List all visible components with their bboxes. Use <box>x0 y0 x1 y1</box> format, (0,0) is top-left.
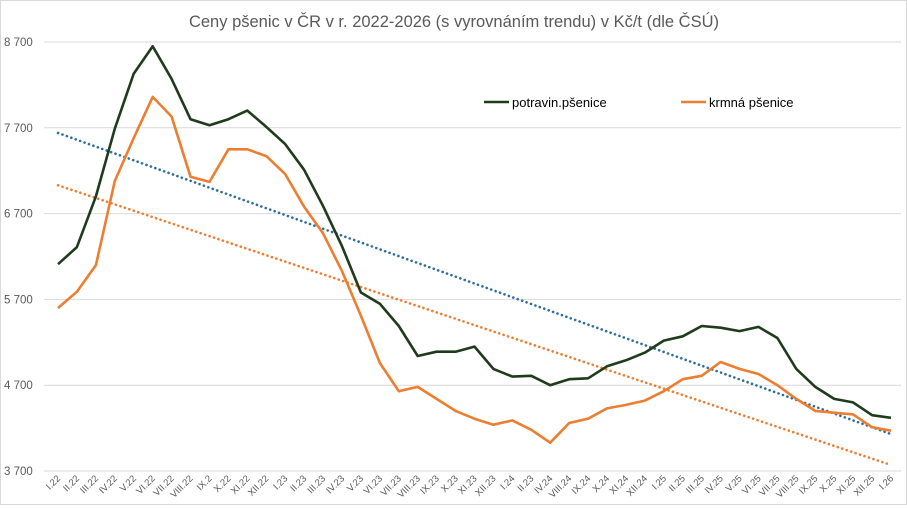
y-tick-label: 7 700 <box>4 123 33 135</box>
y-tick-label: 5 700 <box>4 294 33 306</box>
gridlines <box>44 41 901 472</box>
y-tick-label: 8 700 <box>4 37 33 49</box>
x-tick-label: IX.25 <box>797 473 820 496</box>
chart-title: Ceny pšenic v ČR v r. 2022-2026 (s vyrov… <box>189 12 719 31</box>
legend-label: potravin.pšenice <box>512 95 607 110</box>
x-tick-label: XII.23 <box>473 473 498 498</box>
x-tick-label: II.23 <box>288 473 309 494</box>
x-tick-label: XII.22 <box>246 473 271 498</box>
x-tick-label: II.23 <box>516 473 537 494</box>
x-tick-label: IX.23 <box>418 473 441 496</box>
y-axis-ticks: 3 700 4 700 5 700 6 700 7 700 8 700 <box>4 37 33 478</box>
x-tick-label: IV.23 <box>324 473 347 496</box>
legend: potravin.pšenice krmná pšenice <box>484 95 794 110</box>
y-tick-label: 3 700 <box>4 466 33 478</box>
x-tick-label: XII.24 <box>625 473 650 498</box>
x-tick-label: I.22 <box>44 473 63 492</box>
x-tick-label: IX.24 <box>570 473 593 496</box>
x-tick-label: I.25 <box>650 473 669 492</box>
trendline-krmna <box>56 183 893 467</box>
x-tick-label: II.25 <box>667 473 688 494</box>
x-tick-label: II.22 <box>61 473 82 494</box>
series-line-potravinarska <box>57 44 892 420</box>
x-tick-label: I.23 <box>271 473 290 492</box>
x-tick-label: III.22 <box>78 473 101 496</box>
x-tick-label: IX.2 <box>195 473 215 493</box>
x-tick-label: III.23 <box>305 473 328 496</box>
x-axis-ticks: I.22II.22III.22IV.22V.22VI.22VII.22VIII.… <box>44 473 896 500</box>
x-tick-label: XII.25 <box>852 473 877 498</box>
legend-label: krmná pšenice <box>709 95 794 110</box>
y-tick-label: 6 700 <box>4 209 33 221</box>
trendlines <box>56 131 893 467</box>
x-tick-label: III.25 <box>684 473 707 496</box>
x-tick-label: I.26 <box>877 473 896 492</box>
series-line-krmna <box>57 95 892 445</box>
trendline-potravinarska <box>56 131 893 436</box>
x-tick-label: I.24 <box>498 473 517 492</box>
series-lines <box>57 44 892 445</box>
x-tick-label: IV.25 <box>703 473 726 496</box>
x-tick-label: IV.22 <box>97 473 120 496</box>
y-tick-label: 4 700 <box>4 380 33 392</box>
